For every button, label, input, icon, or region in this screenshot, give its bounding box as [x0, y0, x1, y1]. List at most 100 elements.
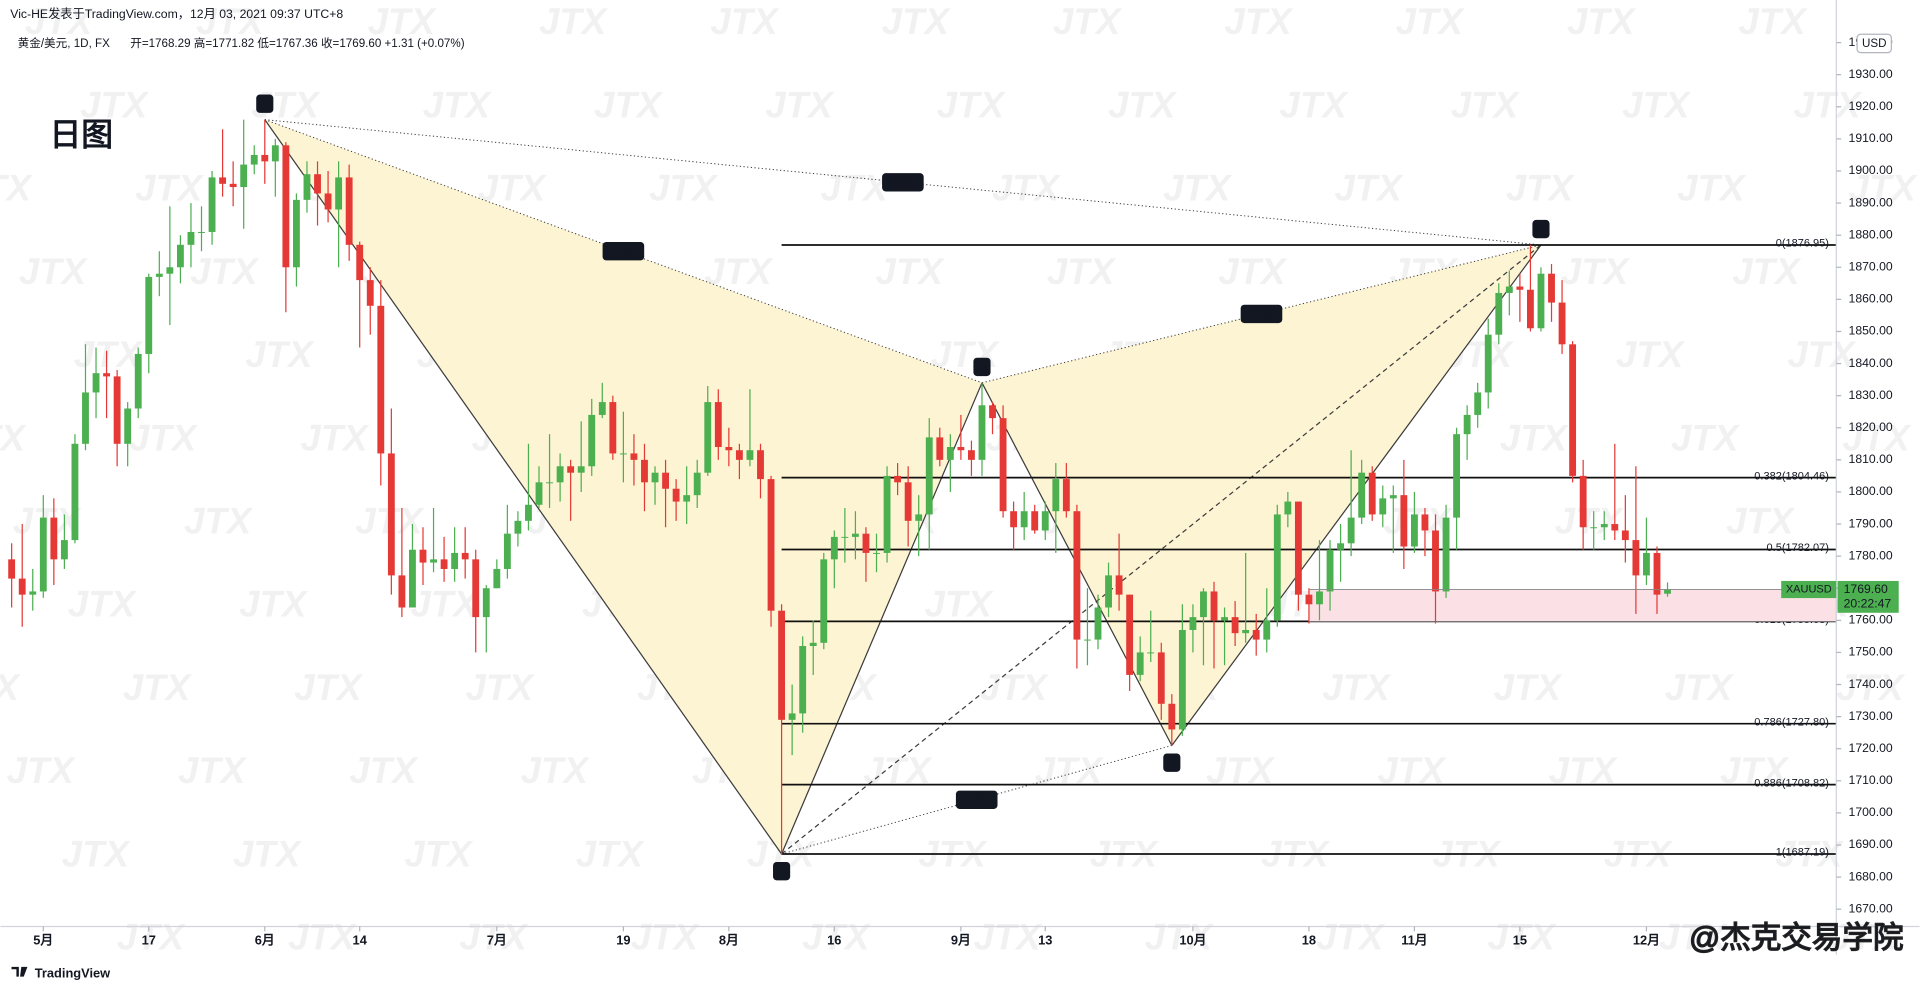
candle-body	[1400, 495, 1408, 547]
candle-body	[1379, 498, 1387, 515]
candle-body	[1495, 292, 1503, 335]
watermark-text: JTX	[1053, 1, 1123, 42]
candle-body	[1474, 392, 1482, 415]
x-tick-label: 5月	[33, 933, 53, 948]
watermark-text: JTX	[710, 1, 780, 42]
x-tick-label: 8月	[719, 933, 739, 948]
price-box	[1837, 580, 1899, 613]
candle-body	[1284, 501, 1292, 515]
fib-label: 1(1687.19)	[1776, 847, 1829, 859]
watermark-text: JTX	[368, 1, 438, 42]
candle-body	[113, 376, 121, 444]
watermark-text: JTX	[1335, 168, 1405, 209]
watermark-text: JTX	[0, 168, 34, 209]
candle-body	[1484, 334, 1492, 393]
y-tick-label: 1750.00	[1849, 645, 1893, 659]
candle-body	[1031, 511, 1039, 531]
candle-body	[778, 610, 786, 720]
candle-body	[356, 244, 364, 281]
candle-body	[1569, 344, 1577, 476]
y-tick-label: 1920.00	[1849, 99, 1893, 113]
candle-body	[1115, 575, 1123, 595]
candle-body	[936, 437, 944, 460]
candle-body	[271, 145, 279, 162]
candle-body	[851, 533, 859, 537]
candle-body	[904, 482, 912, 521]
watermark-text: JTX	[576, 833, 646, 874]
candle-body	[176, 244, 184, 268]
pattern-ratio-line	[981, 244, 1542, 384]
x-tick-label: 12月	[1633, 933, 1660, 948]
watermark-text: JTX	[820, 168, 890, 209]
watermark-text: JTX	[1787, 334, 1857, 375]
watermark-text: JTX	[925, 584, 995, 625]
watermark-text: JTX	[1659, 917, 1729, 958]
x-tick-label: 9月	[951, 933, 971, 948]
candle-body	[1041, 511, 1049, 531]
candle-body	[60, 540, 68, 560]
y-tick-label: 1810.00	[1849, 452, 1893, 466]
candle-body	[1347, 517, 1355, 544]
candle-body	[1337, 543, 1345, 550]
ohlc-readout: 开=1768.29 高=1771.82 低=1767.36 收=1769.60 …	[130, 36, 464, 50]
candle-body	[556, 466, 564, 483]
candle-body	[103, 373, 111, 377]
candle-body	[134, 353, 142, 409]
watermark-text: JTX	[25, 1, 95, 42]
candle-body	[725, 447, 733, 451]
candle-body	[830, 536, 838, 560]
candle-body	[1463, 414, 1471, 435]
candle-body	[714, 402, 722, 448]
candle-body	[1178, 629, 1186, 730]
y-tick-label: 1690.00	[1849, 837, 1893, 851]
watermark-text: JTX	[404, 833, 474, 874]
candle-body	[1094, 607, 1102, 640]
x-tick-label: 10月	[1179, 933, 1206, 948]
watermark-text: JTX	[123, 667, 193, 708]
candle-body	[82, 392, 89, 444]
candle-body	[187, 231, 195, 245]
watermark-text: JTX	[245, 334, 315, 375]
candle-body	[8, 559, 16, 579]
candle-body	[1252, 629, 1260, 640]
candle-body	[493, 568, 501, 589]
watermark-text: JTX	[1677, 168, 1747, 209]
candle-body	[335, 177, 343, 210]
pattern-ratio-line	[264, 119, 1542, 246]
watermark-text: JTX	[1451, 84, 1521, 125]
candle-body	[409, 549, 416, 608]
candle-body	[820, 559, 828, 643]
candle-body	[503, 533, 511, 569]
watermark-text: JTX	[184, 501, 254, 542]
candle-body	[662, 472, 669, 489]
candle-body	[999, 418, 1007, 512]
candle-body	[1579, 475, 1587, 528]
candle-body	[672, 488, 680, 502]
watermark-text: JTX	[1836, 667, 1906, 708]
candle-body	[345, 177, 353, 245]
pattern-fill	[981, 244, 1541, 746]
y-tick-label: 1800.00	[1849, 484, 1893, 498]
watermark-text: JTX	[937, 84, 1007, 125]
candle-body	[788, 713, 796, 720]
watermark-text: JTX	[1396, 1, 1466, 42]
candle-body	[324, 193, 332, 210]
candle-body	[1326, 549, 1334, 592]
candle-body	[419, 549, 427, 563]
y-tick-label: 1850.00	[1849, 324, 1893, 338]
watermark-text: JTX	[1842, 417, 1912, 458]
y-tick-label: 1860.00	[1849, 292, 1893, 306]
candle-body	[894, 475, 902, 483]
candle-body	[1643, 552, 1650, 576]
watermark-text: JTX	[594, 84, 664, 125]
candle-body	[1126, 594, 1134, 675]
candle-body	[609, 402, 617, 454]
watermark-text: JTX	[1047, 251, 1117, 292]
candle-body	[1548, 273, 1555, 303]
y-tick-label: 1910.00	[1849, 131, 1893, 145]
watermark-text: JTX	[1224, 1, 1294, 42]
candle-body	[1505, 286, 1513, 293]
watermark-text: JTX	[294, 667, 364, 708]
candle-body	[451, 552, 459, 569]
watermark-text: JTX	[13, 501, 83, 542]
